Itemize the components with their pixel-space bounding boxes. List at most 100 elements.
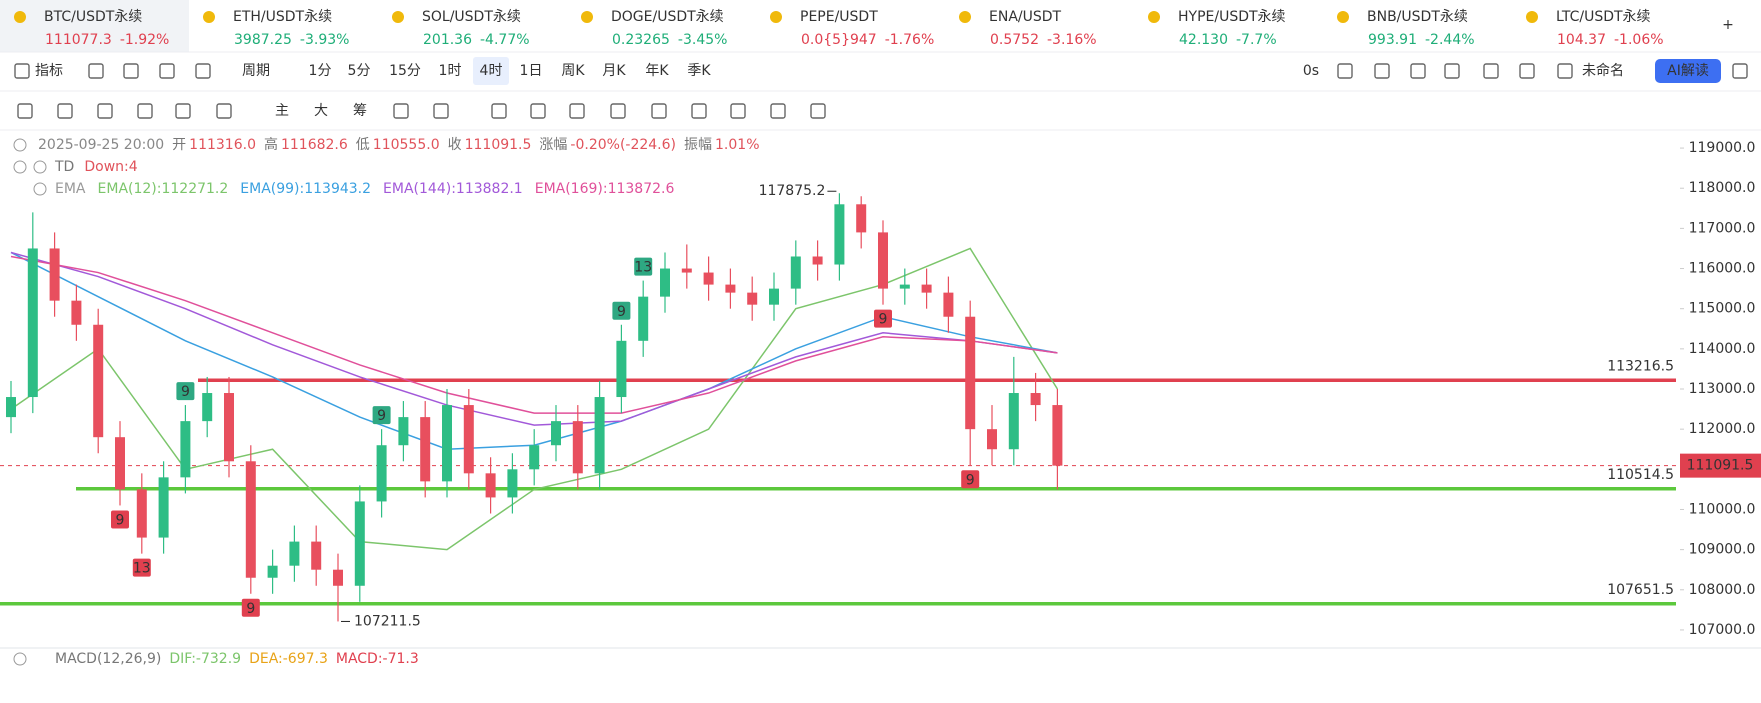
y-tick-label: 115000.0	[1689, 301, 1756, 317]
y-tick-label: 117000.0	[1689, 220, 1756, 236]
indicator-button[interactable]: 指标	[35, 63, 63, 79]
macd-name: MACD(12,26,9)	[55, 651, 161, 667]
draw-tool[interactable]	[175, 103, 191, 119]
ticker-change: -7.7%	[1236, 32, 1277, 48]
ohlc-info: 2025-09-25 20:00 开 111316.0 高 111682.6 低 11055…	[38, 136, 760, 153]
row-toggle[interactable]	[33, 182, 47, 196]
draw-tool[interactable]	[569, 103, 585, 119]
period-button[interactable]: 周期	[242, 63, 270, 79]
tool-icon[interactable]	[88, 63, 104, 79]
share-icon[interactable]	[1732, 63, 1748, 79]
layout-name[interactable]: 未命名	[1582, 62, 1624, 79]
draw-tool[interactable]	[57, 103, 73, 119]
draw-tool[interactable]	[691, 103, 707, 119]
ema-name: EMA	[55, 181, 86, 197]
draw-tool[interactable]	[216, 103, 232, 119]
field-value: 1.01%	[715, 137, 759, 153]
ticker-tab[interactable]: SOL/USDT永续 201.36 -4.77%	[392, 8, 530, 48]
icon-shape	[1410, 63, 1426, 79]
draw-tool[interactable]	[651, 103, 667, 119]
candle-body	[899, 284, 910, 289]
tool-icon[interactable]	[1337, 63, 1353, 79]
icon-shape	[175, 103, 191, 119]
y-tick-label: 116000.0	[1689, 261, 1756, 277]
draw-tool[interactable]	[17, 103, 33, 119]
tool-icon[interactable]	[1410, 63, 1426, 79]
candle-body	[703, 272, 714, 285]
draw-tool[interactable]	[393, 103, 409, 119]
candle-body	[921, 284, 932, 293]
candle-body	[594, 397, 605, 474]
interval-button[interactable]: 年K	[645, 63, 669, 79]
row-toggle[interactable]	[13, 652, 27, 666]
ticker-tab[interactable]: DOGE/USDT永续 0.23265 -3.45%	[581, 8, 727, 48]
interval-button[interactable]: 季K	[687, 63, 711, 79]
field-value: -0.20%(-224.6)	[570, 137, 676, 153]
ai-button-bg[interactable]	[1655, 59, 1721, 83]
min-label: 107211.5	[354, 613, 421, 629]
interval-button[interactable]: 4时	[480, 63, 503, 79]
ticker-tab[interactable]: ETH/USDT永续 3987.25 -3.93%	[203, 8, 349, 48]
candle-body	[6, 397, 16, 418]
td-mark: 13	[634, 260, 652, 276]
interval-button[interactable]: 1时	[439, 63, 462, 79]
draw-tool[interactable]	[97, 103, 113, 119]
draw-tool[interactable]	[770, 103, 786, 119]
candle-body	[1052, 405, 1063, 466]
ticker-tab[interactable]: HYPE/USDT永续 42.130 -7.7%	[1148, 8, 1286, 48]
interval-button[interactable]: 1日	[520, 63, 543, 79]
field-label: 涨幅	[539, 137, 567, 153]
add-tab[interactable]: +	[1722, 17, 1734, 33]
y-tick-label: 110000.0	[1689, 501, 1756, 517]
draw-tool[interactable]	[491, 103, 507, 119]
ticker-quote: 201.36 -4.77%	[423, 32, 530, 48]
td-mark: 13	[133, 561, 151, 577]
tool-icon[interactable]	[1483, 63, 1499, 79]
ticker-tab[interactable]: LTC/USDT永续 104.37 -1.06%	[1526, 8, 1664, 48]
draw-mode[interactable]: 大	[314, 103, 328, 119]
tool-icon[interactable]	[1444, 63, 1460, 79]
ticker-tab[interactable]: PEPE/USDT 0.0{5}947 -1.76%	[770, 9, 934, 48]
row-toggle[interactable]	[13, 160, 27, 174]
tool-icon[interactable]	[1374, 63, 1390, 79]
last-price: 111091.5	[1687, 458, 1754, 474]
indicator-icon[interactable]	[14, 63, 30, 79]
ema-line	[10, 251, 1058, 426]
tool-icon[interactable]	[1519, 63, 1535, 79]
candle-body	[572, 421, 583, 474]
ticker-tab[interactable]: BNB/USDT永续 993.91 -2.44%	[1337, 8, 1475, 48]
interval-button[interactable]: 1分	[309, 63, 332, 79]
draw-tool[interactable]	[810, 103, 826, 119]
candle-body	[856, 204, 867, 233]
ticker-tab[interactable]: ENA/USDT 0.5752 -3.16%	[959, 9, 1097, 48]
row-toggle[interactable]	[33, 160, 47, 174]
ticker-tab[interactable]: BTC/USDT永续 111077.3 -1.92%	[14, 8, 169, 48]
coin-icon	[1148, 11, 1160, 23]
tool-icon[interactable]	[195, 63, 211, 79]
ticker-price: 0.0{5}947	[801, 32, 877, 48]
ticker-change: -1.76%	[885, 32, 935, 48]
icon-shape	[88, 63, 104, 79]
draw-tool[interactable]	[730, 103, 746, 119]
draw-tool[interactable]	[433, 103, 449, 119]
draw-tool[interactable]	[530, 103, 546, 119]
interval-button[interactable]: 周K	[561, 63, 585, 79]
coin-icon	[959, 11, 971, 23]
draw-mode[interactable]: 主	[275, 103, 289, 119]
row-toggle[interactable]	[13, 138, 27, 152]
draw-tool[interactable]	[610, 103, 626, 119]
draw-tool[interactable]	[137, 103, 153, 119]
tool-icon[interactable]	[123, 63, 139, 79]
td-mark: 9	[246, 601, 255, 617]
tool-icon[interactable]	[159, 63, 175, 79]
tool-icon[interactable]	[1557, 63, 1573, 79]
ema-line	[10, 255, 1058, 414]
ai-button[interactable]: AI解读	[1667, 62, 1709, 79]
interval-button[interactable]: 15分	[389, 63, 421, 79]
icon-shape	[691, 103, 707, 119]
ticker-name: HYPE/USDT永续	[1178, 8, 1286, 25]
interval-button[interactable]: 5分	[348, 63, 371, 79]
interval-button[interactable]: 月K	[602, 63, 626, 79]
draw-mode[interactable]: 筹	[353, 102, 367, 119]
